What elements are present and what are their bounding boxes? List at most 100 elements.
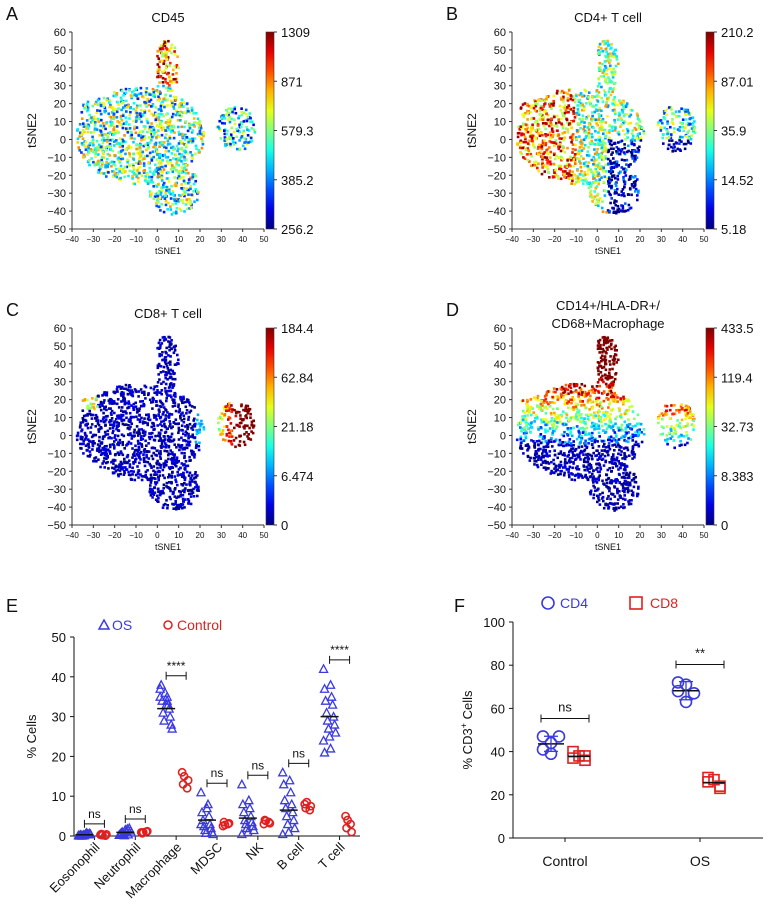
cell-point [181,171,184,174]
cell-point [596,440,599,443]
cell-point [605,170,608,173]
cell-point [556,129,559,132]
cell-point [627,145,630,148]
cell-point [145,102,148,105]
cell-point [167,454,170,457]
cell-point [77,146,80,149]
cell-point [582,174,585,177]
cell-point [120,450,123,453]
cell-point [217,422,220,425]
cell-point [132,470,135,473]
cell-point [195,112,198,115]
cell-point [148,104,151,107]
cell-point [172,384,175,387]
cell-point [597,201,600,204]
cell-point [556,90,559,93]
cell-point [636,123,639,126]
cell-point [139,473,142,476]
cell-point [611,74,614,77]
cell-point [162,85,165,88]
cell-point [570,141,573,144]
cell-point [113,444,116,447]
cell-point [122,410,125,413]
cell-point [153,96,156,99]
cell-point [161,179,164,182]
cell-point [101,134,104,137]
cell-point [529,459,532,462]
cell-point [196,199,199,202]
cell-point [614,53,617,56]
cell-point [673,131,676,134]
cell-point [596,185,599,188]
cell-point [159,197,162,200]
cell-point [174,393,177,396]
cell-point [155,418,158,421]
cell-point [228,136,231,139]
cell-point [231,127,234,130]
cell-point [171,152,174,155]
cell-point [245,126,248,129]
cell-point [519,147,522,150]
cell-point [564,458,567,461]
cell-point [137,430,140,433]
cell-point [533,161,536,164]
cell-point [584,89,587,92]
cell-point [233,427,236,430]
y-tick-label: −40 [47,502,66,514]
cell-point [620,209,623,212]
cell-point [128,459,131,462]
cell-point [145,414,148,417]
cell-point [230,429,233,432]
cell-point [582,157,585,160]
cell-point [192,425,195,428]
cell-point [170,390,173,393]
cell-point [157,192,160,195]
cell-point [618,114,621,117]
cell-point [128,418,131,421]
cell-point [181,462,184,465]
cell-point [132,120,135,123]
cell-point [110,420,113,423]
cell-point [670,133,673,136]
cell-point [549,131,552,134]
cell-point [529,457,532,460]
cell-point [614,191,617,194]
colorbar-tick-label: 21.18 [281,420,314,435]
cell-point [606,474,609,477]
cell-point [629,187,632,190]
cell-point [106,158,109,161]
cell-point [189,200,192,203]
cell-point [531,124,534,127]
cell-point [558,168,561,171]
cell-point [114,434,117,437]
cell-point [118,170,121,173]
cell-point [155,414,158,417]
colorbar-tick-label: 14.52 [721,173,754,188]
cell-point [601,207,604,210]
cell-point [676,419,679,422]
cell-point [673,404,676,407]
cell-point [587,183,590,186]
cell-point [86,399,89,402]
cell-point [623,494,626,497]
cell-point [243,441,246,444]
cell-point [128,441,131,444]
cell-point [103,125,106,128]
cell-point [604,94,607,97]
cell-point [630,139,633,142]
cell-point [129,170,132,173]
cell-point [133,158,136,161]
cell-point [572,110,575,113]
cell-point [612,88,615,91]
cell-point [227,118,230,121]
cell-point [572,165,575,168]
cell-point [151,432,154,435]
cell-point [188,474,191,477]
y-tick-label: 50 [54,341,66,353]
cell-point [625,174,628,177]
cell-point [576,129,579,132]
cell-point [172,507,175,510]
cell-point [667,133,670,136]
cell-point [609,67,612,70]
cell-point [137,418,140,421]
